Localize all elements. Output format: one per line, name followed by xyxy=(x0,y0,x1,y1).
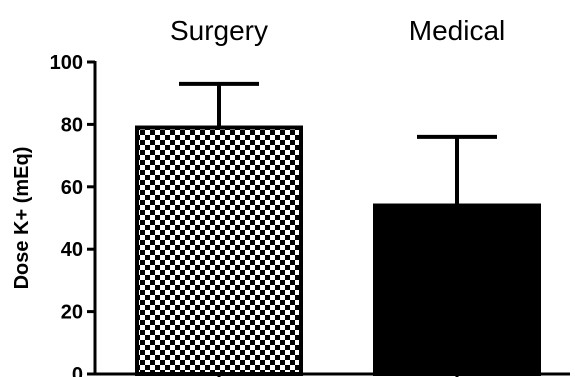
bar-medical xyxy=(373,203,541,376)
x-axis-ticks xyxy=(217,374,459,377)
bars-layer xyxy=(135,125,541,376)
y-tick-label: 0 xyxy=(72,364,83,377)
y-tick-label: 20 xyxy=(61,302,83,324)
y-tick-label: 80 xyxy=(61,114,83,136)
error-bars-layer xyxy=(179,81,497,206)
y-axis-title: Dose K+ (mEq) xyxy=(11,147,33,290)
y-tick-label: 100 xyxy=(50,52,83,74)
y-tick-label: 60 xyxy=(61,177,83,199)
y-axis-ticks: 0 20 40 60 80 100 xyxy=(50,52,95,377)
y-tick-label: 40 xyxy=(61,239,83,261)
category-label: Surgery xyxy=(170,15,268,46)
category-label: Medical xyxy=(409,15,505,46)
category-labels: Surgery Medical xyxy=(170,15,505,46)
bar-surgery xyxy=(135,125,303,376)
